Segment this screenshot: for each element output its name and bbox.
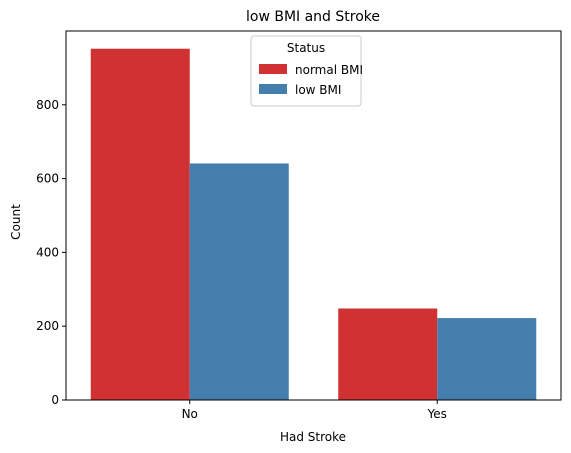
x-axis-label: Had Stroke [280, 430, 346, 444]
legend-swatch-low-bmi [259, 84, 287, 94]
bar-normal-bmi-no [90, 48, 190, 400]
bar-low-bmi-yes [437, 318, 537, 400]
legend: Status normal BMI low BMI [250, 35, 363, 107]
y-ticks-group: 0 200 400 600 800 [36, 98, 66, 407]
chart-title: low BMI and Stroke [246, 9, 380, 25]
legend-label-normal-bmi: normal BMI [295, 63, 363, 77]
y-tick-label: 600 [36, 172, 59, 186]
x-tick-label: Yes [427, 407, 447, 421]
x-ticks-group: No Yes [182, 400, 447, 421]
legend-swatch-normal-bmi [259, 64, 287, 74]
y-axis-label: Count [9, 204, 23, 240]
bar-normal-bmi-yes [338, 308, 438, 400]
y-tick-label: 400 [36, 245, 59, 259]
y-tick-label: 0 [51, 393, 59, 407]
axes-group [65, 30, 562, 401]
legend-title: Status [287, 41, 325, 55]
bars-group [90, 48, 537, 400]
plot-frame [65, 30, 562, 401]
legend-label-low-bmi: low BMI [295, 83, 341, 97]
x-tick-label: No [182, 407, 198, 421]
y-tick-label: 200 [36, 319, 59, 333]
bar-low-bmi-no [189, 163, 289, 400]
y-tick-label: 800 [36, 98, 59, 112]
